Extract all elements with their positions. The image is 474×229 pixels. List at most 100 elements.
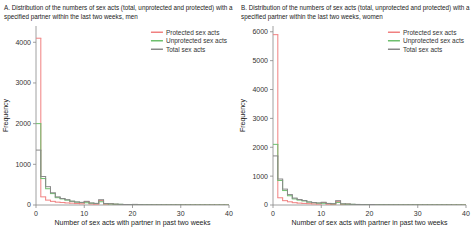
- histogram-bin: [46, 186, 51, 187]
- histogram-bin: [360, 204, 365, 205]
- histogram-bin: [341, 204, 346, 205]
- histogram-bin: [60, 198, 65, 199]
- histogram-bin: [292, 198, 297, 199]
- histogram-bin: [41, 178, 46, 179]
- histogram-bin: [312, 203, 317, 204]
- chart-title: A. Distribution of the numbers of sex ac…: [4, 4, 233, 20]
- histogram-bin: [432, 204, 437, 205]
- legend-swatch: [151, 40, 163, 42]
- histogram-bin: [398, 204, 403, 205]
- histogram-bin: [147, 204, 152, 205]
- histogram-bin: [123, 204, 128, 205]
- histogram-bin: [336, 202, 341, 203]
- histogram-bin: [398, 204, 403, 205]
- series-outline: [273, 144, 466, 205]
- histogram-bin: [321, 202, 326, 203]
- histogram-bin: [137, 204, 142, 205]
- histogram-bin: [350, 204, 355, 205]
- histogram-bin: [413, 204, 418, 205]
- series-outline: [36, 150, 229, 205]
- histogram-bin: [283, 190, 288, 191]
- y-tick-label: 0: [264, 201, 268, 208]
- histogram-bin: [408, 204, 413, 205]
- histogram-bin: [152, 204, 157, 205]
- histogram-bin: [370, 204, 375, 205]
- histogram-bin: [152, 204, 157, 205]
- histogram-bin: [456, 205, 461, 206]
- histogram-bin: [176, 204, 181, 205]
- histogram-bin: [326, 203, 331, 204]
- histogram-bin: [427, 204, 432, 205]
- histogram-bin: [374, 204, 379, 205]
- histogram-bin: [161, 204, 166, 205]
- histogram-bin: [456, 205, 461, 206]
- histogram-bin: [432, 204, 437, 205]
- histogram-bin: [75, 201, 80, 202]
- histogram-bin: [161, 204, 166, 205]
- histogram-bin: [118, 204, 123, 205]
- histogram-bin: [41, 176, 46, 177]
- histogram-bin: [326, 204, 331, 205]
- histogram-panel: B. Distribution of the numbers of sex ac…: [239, 4, 470, 227]
- histogram-bin: [79, 202, 84, 203]
- histogram-bin: [161, 204, 166, 205]
- histogram-bin: [200, 204, 205, 205]
- histogram-bin: [447, 204, 452, 205]
- histogram-bin: [195, 204, 200, 205]
- histogram-bin: [55, 202, 60, 203]
- histogram-bin: [219, 205, 224, 206]
- legend-label: Protected sex acts: [166, 29, 220, 36]
- histogram-bin: [413, 204, 418, 205]
- histogram-bin: [128, 204, 133, 205]
- histogram-bin: [345, 204, 350, 205]
- histogram-bin: [108, 203, 113, 204]
- histogram-bin: [360, 204, 365, 205]
- histogram-bin: [278, 197, 283, 198]
- y-tick-label: 6000: [252, 28, 268, 35]
- histogram-bin: [70, 203, 75, 204]
- histogram-bin: [297, 200, 302, 201]
- histogram-bin: [195, 204, 200, 205]
- series-outline: [273, 156, 466, 205]
- histogram-bin: [341, 203, 346, 204]
- y-tick: [33, 164, 36, 165]
- histogram-bin: [94, 203, 99, 204]
- histogram-bin: [157, 204, 162, 205]
- histogram-bin: [355, 204, 360, 205]
- histogram-bin: [128, 204, 133, 205]
- histogram-bin: [142, 204, 147, 205]
- x-tick-label: 10: [317, 210, 325, 217]
- histogram-bin: [316, 203, 321, 204]
- legend-swatch: [151, 32, 163, 34]
- step-riser: [40, 150, 41, 176]
- y-axis-label: Frequency: [2, 98, 10, 132]
- histogram-bin: [205, 204, 210, 205]
- legend-label: Unprotected sex acts: [403, 37, 465, 45]
- x-tick: [36, 205, 37, 208]
- histogram-bin: [316, 204, 321, 205]
- step-riser: [103, 200, 104, 204]
- histogram-bin: [331, 203, 336, 204]
- y-tick: [270, 118, 273, 119]
- x-tick: [417, 205, 418, 208]
- step-riser: [98, 200, 99, 204]
- histogram-bin: [50, 192, 55, 193]
- histogram-bin: [50, 193, 55, 194]
- histogram-bin: [374, 204, 379, 205]
- histogram-bin: [307, 202, 312, 203]
- histogram-bin: [461, 205, 466, 206]
- y-tick: [33, 123, 36, 124]
- histogram-bin: [65, 202, 70, 203]
- histogram-bin: [278, 180, 283, 181]
- histogram-bin: [452, 205, 457, 206]
- histogram-bin: [398, 204, 403, 205]
- histogram-bin: [292, 202, 297, 203]
- histogram-bin: [365, 204, 370, 205]
- histogram-bin: [297, 199, 302, 200]
- histogram-bin: [176, 204, 181, 205]
- histogram-bin: [336, 200, 341, 201]
- histogram-bin: [408, 204, 413, 205]
- x-tick-label: 10: [80, 210, 88, 217]
- histogram-bin: [302, 200, 307, 201]
- histogram-bin: [215, 205, 220, 206]
